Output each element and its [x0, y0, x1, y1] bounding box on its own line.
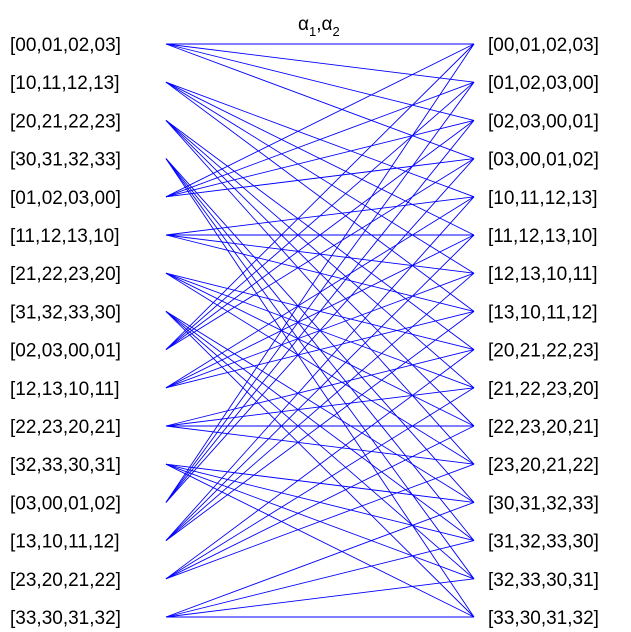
- edge-line: [165, 43, 475, 198]
- right-node-label: [01,02,03,00]: [488, 73, 599, 94]
- edge-line: [165, 234, 475, 541]
- edge-line: [165, 387, 475, 580]
- left-node-label: [32,33,30,31]: [10, 455, 121, 476]
- right-node-label: [12,13,10,11]: [488, 264, 598, 285]
- edge-line: [165, 540, 475, 618]
- edge-line: [165, 43, 475, 121]
- edge-line: [165, 311, 475, 541]
- edge-line: [165, 463, 475, 618]
- title-index-1: 1: [309, 24, 316, 39]
- right-node-label: [13,10,11,12]: [488, 302, 598, 323]
- right-node-label: [32,33,30,31]: [488, 570, 599, 591]
- right-node-label: [33,30,31,32]: [488, 608, 599, 629]
- edge-line: [165, 81, 475, 503]
- edge-line: [165, 81, 475, 350]
- edge-line: [165, 463, 475, 580]
- edge-line: [165, 425, 475, 580]
- left-node-label: [30,31,32,33]: [10, 150, 121, 171]
- left-node-label: [22,23,20,21]: [10, 417, 121, 438]
- right-node-label: [30,31,32,33]: [488, 493, 599, 514]
- edge-line: [165, 119, 475, 198]
- edge-line: [165, 349, 475, 580]
- left-node-label: [23,20,21,22]: [10, 570, 121, 591]
- right-node-label: [31,32,33,30]: [488, 532, 599, 553]
- left-node-label: [13,10,11,12]: [10, 532, 120, 553]
- edge-line: [165, 158, 475, 503]
- right-node-label: [02,03,00,01]: [488, 111, 599, 132]
- edge-line: [165, 120, 475, 350]
- edge-line: [165, 310, 475, 389]
- edge-line: [165, 501, 475, 618]
- edge-line: [165, 43, 475, 350]
- left-node-label: [03,00,01,02]: [10, 493, 121, 514]
- edge-line: [165, 43, 475, 83]
- edge-line: [165, 81, 475, 198]
- left-node-label: [02,03,00,01]: [10, 341, 121, 362]
- edge-line: [165, 578, 475, 618]
- left-node-label: [21,22,23,20]: [10, 264, 121, 285]
- left-node-label: [11,12,13,10]: [10, 226, 120, 247]
- right-node-label: [20,21,22,23]: [488, 341, 599, 362]
- title-symbol-2: α: [322, 14, 333, 35]
- left-node-label: [00,01,02,03]: [10, 35, 121, 56]
- edge-line: [165, 196, 475, 541]
- edge-line: [165, 120, 475, 503]
- edge-line: [165, 158, 475, 350]
- right-node-label: [03,00,01,02]: [488, 150, 599, 171]
- right-node-label: [21,22,23,20]: [488, 379, 599, 400]
- diagram-title: α1,α2: [298, 14, 340, 39]
- left-node-label: [31,32,33,30]: [10, 302, 121, 323]
- edge-line: [165, 158, 475, 198]
- edge-line: [165, 43, 475, 503]
- edge-line: [165, 43, 475, 160]
- right-node-label: [23,20,21,22]: [488, 455, 599, 476]
- left-node-label: [01,02,03,00]: [10, 188, 121, 209]
- edge-line: [165, 272, 475, 541]
- title-index-2: 2: [332, 24, 339, 39]
- left-node-label: [10,11,12,13]: [10, 73, 120, 94]
- left-node-label: [33,30,31,32]: [10, 608, 121, 629]
- edge-group: [165, 43, 475, 618]
- title-symbol-1: α: [298, 14, 309, 35]
- left-node-labels: [00,01,02,03] [10,11,12,13] [20,21,22,23] […: [10, 35, 121, 629]
- left-node-label: [12,13,10,11]: [10, 379, 120, 400]
- right-node-labels: [00,01,02,03] [01,02,03,00] [02,03,00,01] […: [488, 35, 599, 629]
- left-node-label: [20,21,22,23]: [10, 111, 121, 132]
- right-node-label: [11,12,13,10]: [488, 226, 598, 247]
- right-node-label: [10,11,12,13]: [488, 188, 598, 209]
- right-node-label: [22,23,20,21]: [488, 417, 599, 438]
- right-node-label: [00,01,02,03]: [488, 35, 599, 56]
- title-separator: ,: [316, 14, 321, 35]
